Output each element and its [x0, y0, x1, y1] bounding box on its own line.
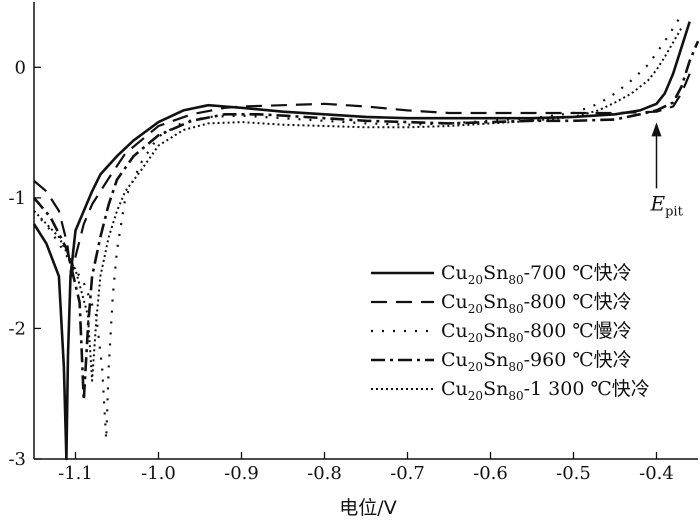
x-axis-label: 电位/V	[339, 497, 396, 519]
legend-label-part: 20	[468, 331, 483, 345]
annotation-main: E	[650, 191, 666, 215]
legend-label-part: 20	[468, 389, 483, 403]
legend-label-part: Cu	[441, 349, 468, 371]
legend-label-3: Cu20Sn80-800 ℃慢冷	[441, 320, 632, 345]
axes: -1.1 -1.0 -0.9 -0.8 -0.7 -0.6 -0.5 -0.4 0 -1 -2 -3	[8, 2, 698, 484]
series-line-2	[33, 73, 691, 278]
x-tick-label: -0.9	[224, 463, 259, 484]
annotation-arrow-head	[651, 122, 662, 137]
legend-label-part: Sn	[483, 320, 508, 342]
x-tick-label: -0.6	[473, 463, 508, 484]
legend-label-5: Cu20Sn80-1 300 ℃快冷	[441, 378, 650, 403]
legend-label-part: Cu	[441, 320, 468, 342]
series-layer	[32, 14, 700, 461]
y-tick-label: -3	[8, 449, 26, 470]
x-tick-label: -1.1	[58, 463, 93, 484]
legend-label-part: Sn	[483, 349, 508, 371]
legend-label-part: 20	[468, 273, 483, 287]
annotation-label: Epit	[650, 191, 684, 219]
legend-label-part: Cu	[441, 262, 468, 284]
legend-label-part: 80	[508, 302, 523, 316]
y-tick-label: -2	[8, 318, 26, 339]
annotation-subscript: pit	[665, 204, 683, 219]
legend-label-2: Cu20Sn80-800 ℃快冷	[441, 291, 632, 316]
legend-label-part: -960 ℃快冷	[524, 349, 632, 371]
x-tick-label: -1.0	[141, 463, 176, 484]
series-line-4	[33, 40, 700, 402]
legend-label-part: Cu	[441, 291, 468, 313]
legend-label-part: -800 ℃慢冷	[524, 320, 632, 342]
x-tick-label: -0.8	[307, 463, 342, 484]
legend-label-part: Sn	[483, 262, 508, 284]
legend-label-part: Cu	[441, 378, 468, 400]
legend-label-part: 80	[508, 331, 523, 345]
legend-label-part: 20	[468, 360, 483, 374]
series-line-3	[33, 14, 683, 441]
annotation-layer: Epit	[650, 122, 684, 219]
legend-label-part: -700 ℃快冷	[524, 262, 632, 284]
x-tick-label: -0.4	[639, 463, 674, 484]
legend-label-part: -1 300 ℃快冷	[524, 378, 650, 400]
legend-label-part: 20	[468, 302, 483, 316]
legend-label-4: Cu20Sn80-960 ℃快冷	[441, 349, 632, 374]
y-tick-label: 0	[15, 57, 26, 78]
y-tick-label: -1	[8, 188, 26, 209]
legend-label-part: Sn	[483, 378, 508, 400]
legend-label-part: 80	[508, 389, 523, 403]
legend-label-part: -800 ℃快冷	[524, 291, 632, 313]
x-tick-label: -0.7	[390, 463, 425, 484]
legend-label-1: Cu20Sn80-700 ℃快冷	[441, 262, 632, 287]
legend-label-part: Sn	[483, 291, 508, 313]
x-tick-label: -0.5	[556, 463, 591, 484]
legend-label-part: 80	[508, 273, 523, 287]
legend-label-part: 80	[508, 360, 523, 374]
